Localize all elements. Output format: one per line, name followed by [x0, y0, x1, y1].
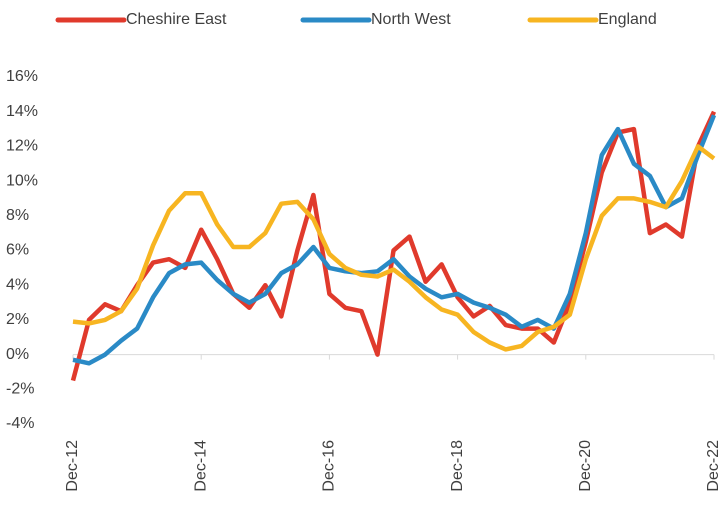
x-tick-label: Dec-18 [449, 440, 466, 492]
y-tick-label: 8% [6, 207, 29, 224]
series-line [70, 110, 717, 382]
x-tick-label: Dec-16 [321, 440, 338, 492]
y-tick-label: 0% [6, 346, 29, 363]
x-tick-label: Dec-12 [64, 440, 81, 492]
y-tick-label: 14% [6, 103, 38, 120]
x-tick-label: Dec-14 [192, 440, 209, 492]
y-tick-label: 2% [6, 311, 29, 328]
y-tick-label: 12% [6, 138, 38, 155]
x-tick-label: Dec-20 [577, 440, 594, 492]
series-line [72, 114, 717, 366]
y-tick-label: 6% [6, 242, 29, 259]
y-tick-label: -2% [6, 381, 34, 398]
y-tick-label: 10% [6, 172, 38, 189]
series-line [72, 144, 716, 352]
y-tick-label: 16% [6, 68, 38, 85]
y-tick-label: 4% [6, 276, 29, 293]
x-tick-label: Dec-22 [705, 440, 721, 492]
legend-label: England [598, 11, 657, 28]
legend-label: Cheshire East [126, 11, 227, 28]
legend-label: North West [371, 11, 451, 28]
y-tick-label: -4% [6, 415, 34, 432]
